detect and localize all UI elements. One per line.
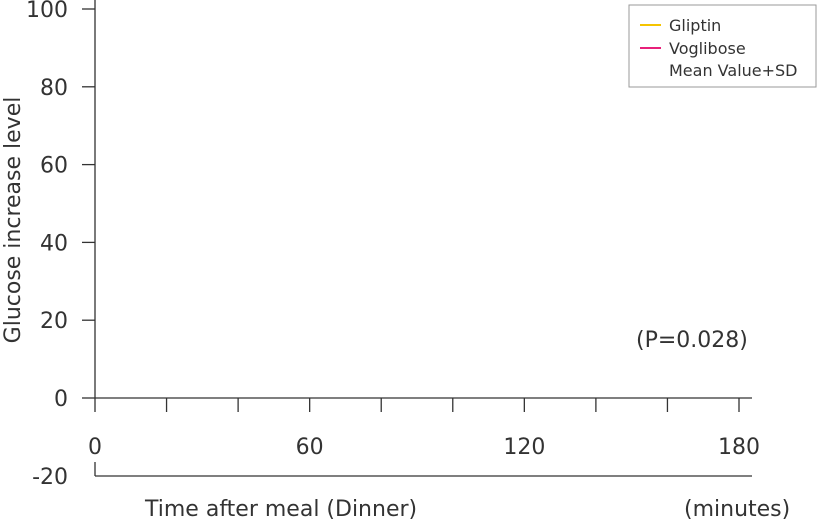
- x-axis-title: Time after meal (Dinner): [144, 497, 417, 522]
- y-tick-label: 60: [40, 154, 68, 179]
- y-tick-label: 40: [40, 231, 68, 256]
- y-tick-label: 0: [54, 387, 68, 412]
- legend-label-gliptin: Gliptin: [669, 16, 721, 35]
- legend-label-voglibose: Voglibose: [669, 39, 746, 58]
- x-tick-label: 0: [88, 435, 102, 460]
- y-tick-label: 80: [40, 76, 68, 101]
- p-value-annotation: (P=0.028): [636, 328, 748, 353]
- x-tick-label: 120: [503, 435, 545, 460]
- x-tick-label: 180: [718, 435, 760, 460]
- legend-label-mean-sd: Mean Value+SD: [669, 61, 798, 80]
- x-tick-label: 60: [296, 435, 324, 460]
- y-ticks: -20 0 20 40 60 80 100: [26, 0, 95, 490]
- y-axis-title: Glucose increase level: [1, 97, 26, 344]
- legend-box: [628, 4, 817, 88]
- y-tick-label: -20: [32, 465, 68, 490]
- x-ticks: 0 60 120 180: [88, 398, 760, 460]
- x-unit-label: (minutes): [684, 497, 790, 522]
- y-tick-label: 100: [26, 0, 68, 23]
- y-tick-label: 20: [40, 309, 68, 334]
- legend: Gliptin Voglibose Mean Value+SD: [628, 4, 817, 88]
